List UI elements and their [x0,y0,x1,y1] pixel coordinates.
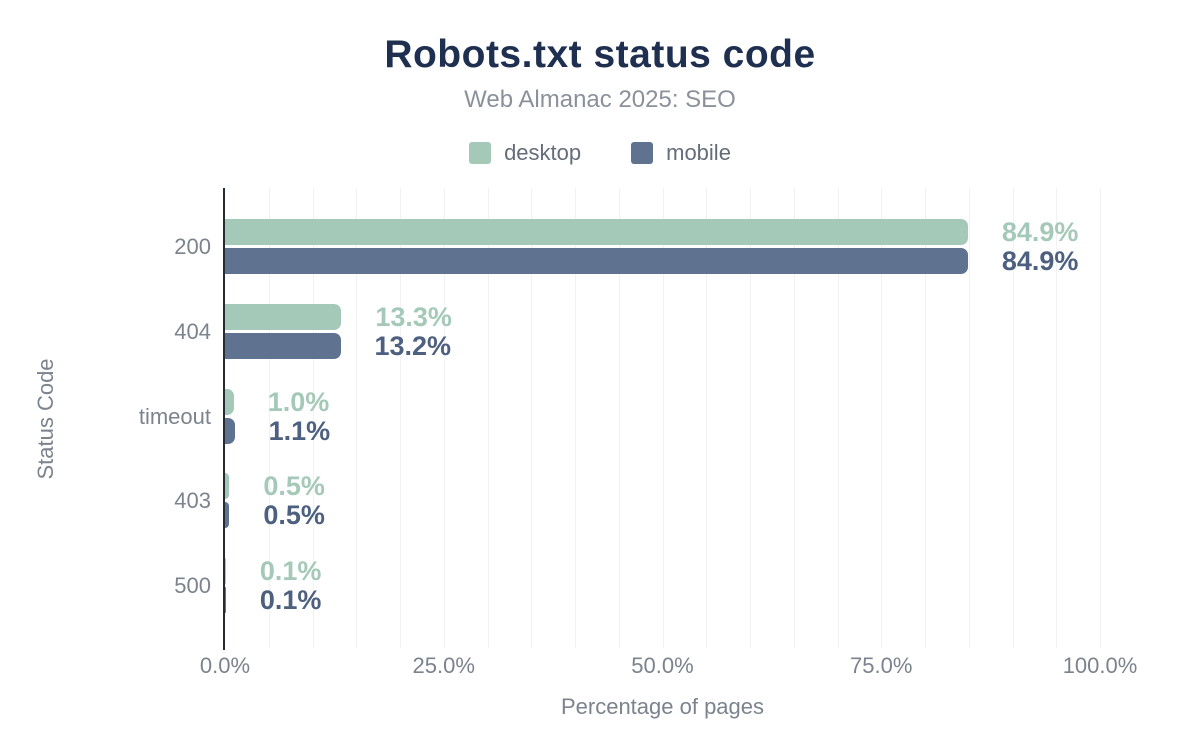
mobile-bar[interactable] [225,333,341,359]
mobile-value-label: 0.5% [263,500,325,530]
gridline [925,188,926,648]
desktop-bar[interactable] [225,473,230,499]
desktop-bar[interactable] [225,389,234,415]
mobile-value-label: 13.2% [374,331,452,361]
desktop-bar[interactable] [225,304,342,330]
gridline [1056,188,1058,648]
gridline [400,188,401,648]
gridline [575,188,576,648]
gridline [312,188,314,648]
gridline [750,188,751,648]
category-label: timeout [138,404,211,429]
mobile-value-label: 0.1% [259,585,322,615]
mobile-bar[interactable] [225,587,226,613]
category-label: 200 [174,234,211,259]
category-label: 403 [174,488,211,513]
gridline [837,188,839,648]
y-axis-line [223,188,225,650]
legend-label-desktop: desktop [504,140,582,165]
desktop-bar[interactable] [225,558,226,584]
mobile-bar[interactable] [225,418,235,444]
mobile-swatch-icon [631,142,654,164]
gridline [881,188,883,648]
gridline [706,188,708,648]
gridline [1100,188,1101,648]
x-axis-title: Percentage of pages [560,694,765,719]
category-label: 500 [174,573,211,598]
gridline [968,188,970,648]
gridline [618,188,620,648]
legend-label-mobile: mobile [666,140,731,165]
x-tick-label: 25.0% [412,653,475,678]
desktop-value-label: 84.9% [1001,217,1079,247]
category-label: 404 [174,319,211,344]
gridline [531,188,533,648]
desktop-value-label: 1.0% [267,387,330,417]
x-tick-label: 75.0% [850,653,913,678]
desktop-value-label: 13.3% [375,302,452,332]
gridline [1012,188,1014,648]
bar-group-500: 500 0.1% 0.1% [174,556,1100,615]
legend-item-desktop: desktop [469,140,581,166]
mobile-value-label: 84.9% [1001,246,1079,276]
legend-item-mobile: mobile [631,140,731,166]
bar-group-200: 200 84.9% 84.9% [174,217,1100,276]
x-tick-label: 100.0% [1062,653,1138,678]
desktop-swatch-icon [469,142,492,164]
x-axis-ticks: 0.0% 25.0% 50.0% 75.0% 100.0% [200,653,1137,679]
desktop-value-label: 0.5% [263,471,325,501]
x-tick-label: 50.0% [631,653,694,678]
plot-area: 200 84.9% 84.9% 404 13.3% 13.2% timeout 1.0% 1.1… [139,188,1101,650]
gridline [268,188,270,648]
gridline [443,188,445,648]
y-axis-title: Status Code [33,358,58,480]
gridline [487,188,489,648]
gridline [356,188,358,648]
desktop-value-label: 0.1% [259,556,322,586]
chart-title: Robots.txt status code [384,33,816,76]
desktop-bar[interactable] [225,219,968,245]
x-tick-label: 0.0% [199,653,251,678]
bar-group-timeout: timeout 1.0% 1.1% [139,387,1100,446]
bar-group-404: 404 13.3% 13.2% [174,302,1100,361]
chart-subtitle: Web Almanac 2025: SEO [464,86,736,113]
gridline [662,188,664,648]
bar-group-403: 403 0.5% 0.5% [174,471,1100,530]
mobile-bar[interactable] [225,502,230,528]
mobile-value-label: 1.1% [268,416,331,446]
legend: desktop mobile [0,140,1200,166]
gridline [793,188,795,648]
mobile-bar[interactable] [225,248,968,274]
